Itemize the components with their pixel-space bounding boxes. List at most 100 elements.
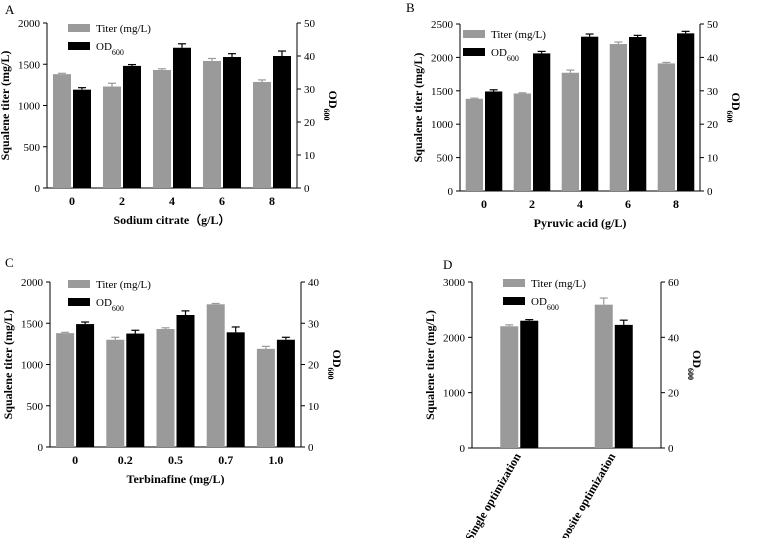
left-tick-label: 1500 [18, 59, 41, 71]
legend-label-od: OD600 [96, 41, 124, 57]
x-axis-title: Pyruvic acid (g/L) [534, 216, 627, 230]
right-tick-label: 40 [668, 332, 680, 344]
x-tick-label: Single optimization [462, 450, 524, 538]
legend-label-titer: Titer (mg/L) [96, 279, 151, 291]
od-bar [73, 89, 91, 188]
left-tick-label: 500 [437, 153, 454, 165]
panel-letter: C [5, 255, 14, 270]
legend: Titer (mg/L) OD600 [463, 29, 546, 63]
right-tick-label: 0 [668, 443, 674, 455]
legend-label-od: OD600 [96, 297, 124, 313]
legend-swatch-od [503, 297, 525, 305]
titer-bar [657, 63, 675, 191]
x-tick-label: 6 [219, 194, 225, 208]
left-y-axis-title: Squalene titer (mg/L) [423, 310, 437, 420]
right-tick-label: 10 [304, 150, 316, 162]
titer-bar [561, 72, 579, 191]
od-bar [614, 324, 633, 448]
od-bar [176, 315, 195, 447]
x-tick-label: Composite optimization [545, 450, 618, 538]
od-bar [273, 56, 291, 188]
titer-bar [103, 86, 121, 188]
legend: Titer (mg/L) OD600 [68, 279, 151, 313]
titer-bar [153, 70, 171, 188]
x-tick-label: 0 [69, 194, 75, 208]
x-tick-label: 4 [577, 197, 583, 211]
od-bar [581, 36, 599, 191]
titer-bar [156, 329, 175, 447]
legend-swatch-od [463, 48, 485, 56]
titer-bar [106, 339, 125, 447]
titer-bar [513, 93, 531, 191]
x-tick-label: 0.5 [168, 453, 183, 467]
titer-bar [203, 60, 221, 189]
left-tick-label: 0 [38, 442, 44, 454]
right-tick-label: 40 [308, 277, 320, 289]
od-bar [677, 33, 695, 191]
left-tick-label: 1000 [431, 119, 454, 131]
left-tick-label: 1000 [21, 360, 44, 372]
x-tick-label: 8 [269, 194, 275, 208]
od-bar [485, 91, 503, 191]
right-tick-label: 10 [707, 153, 719, 165]
x-tick-label: 0 [481, 197, 487, 211]
right-y-axis-title: OD600 [323, 91, 341, 121]
od-bar [223, 56, 241, 188]
od-bar [126, 333, 145, 447]
legend-swatch-titer [68, 280, 90, 288]
left-tick-label: 2000 [18, 18, 41, 30]
legend: Titer (mg/L) OD600 [503, 278, 586, 312]
od-bar [533, 53, 551, 191]
left-tick-label: 0 [448, 186, 454, 198]
legend-label-titer: Titer (mg/L) [491, 29, 546, 41]
x-tick-label: 4 [169, 194, 175, 208]
right-tick-label: 50 [707, 19, 719, 31]
left-tick-label: 1500 [21, 318, 44, 330]
x-tick-label: 6 [625, 197, 631, 211]
left-tick-label: 3000 [443, 277, 466, 289]
od-bar [276, 339, 295, 447]
right-tick-label: 0 [707, 186, 713, 198]
x-axis-title: Terbinafine (mg/L) [127, 472, 225, 486]
titer-bar [253, 81, 271, 188]
od-bar [173, 47, 191, 188]
legend-swatch-titer [463, 30, 485, 38]
right-tick-label: 30 [304, 84, 316, 96]
x-tick-label: 8 [673, 197, 679, 211]
titer-bar [594, 304, 613, 448]
right-tick-label: 30 [308, 318, 320, 330]
left-y-axis-title: Squalene titer (mg/L) [0, 51, 12, 161]
left-tick-label: 500 [24, 142, 41, 154]
panel-letter: B [406, 0, 415, 15]
x-tick-label: 0.2 [118, 453, 133, 467]
od-bar [226, 332, 245, 447]
left-tick-label: 2000 [21, 277, 44, 289]
od-bar [629, 37, 647, 191]
right-tick-label: 0 [304, 183, 310, 195]
left-tick-label: 0 [35, 183, 41, 195]
right-tick-label: 40 [707, 52, 719, 64]
panel-c: C 0 500 1000 1500 2000 0 10 20 30 40 0 0.2 0.5 0.7 1.0 T… [1, 255, 344, 486]
left-tick-label: 1000 [443, 388, 466, 400]
panel-letter: D [443, 257, 452, 272]
titer-bar [56, 333, 75, 447]
left-tick-label: 0 [460, 443, 466, 455]
right-tick-label: 50 [304, 18, 316, 30]
x-tick-label: 2 [529, 197, 535, 211]
legend-label-od: OD600 [531, 296, 559, 312]
legend-swatch-titer [503, 279, 525, 287]
x-axis-title: Sodium citrate（g/L） [114, 212, 231, 227]
od-bar [123, 65, 141, 188]
left-y-axis-title: Squalene titer (mg/L) [1, 310, 15, 420]
legend-swatch-od [68, 42, 90, 50]
left-tick-label: 500 [27, 401, 44, 413]
legend-swatch-od [68, 298, 90, 306]
titer-bar [53, 74, 71, 188]
legend-label-titer: Titer (mg/L) [531, 278, 586, 290]
titer-bar [206, 304, 225, 447]
x-tick-label: 1.0 [268, 453, 283, 467]
right-tick-label: 60 [668, 277, 680, 289]
